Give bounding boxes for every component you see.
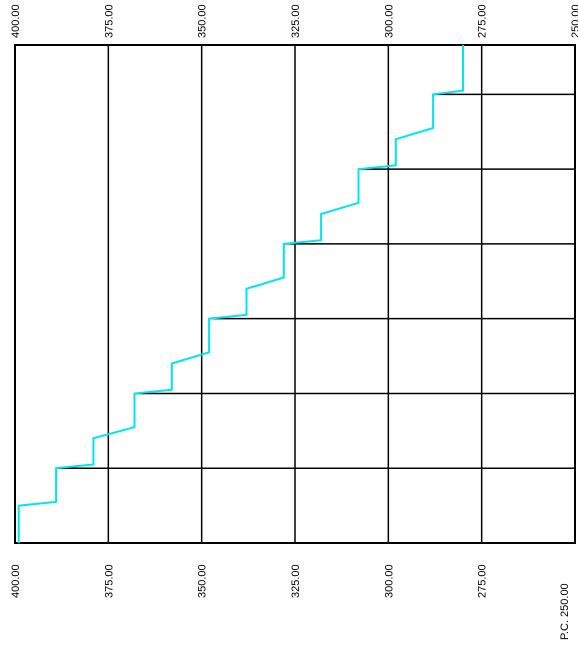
bottom-axis-labels: 400.00 375.00 350.00 325.00 300.00 275.00 P.C.… — [10, 564, 571, 640]
series-layer — [17, 45, 464, 543]
bottom-tick-label: 325.00 — [290, 564, 302, 598]
bottom-tick-label: 350.00 — [197, 564, 209, 598]
bottom-tick-label: 275.00 — [477, 564, 489, 598]
top-tick-label: 325.00 — [290, 4, 302, 38]
bottom-tick-label: 300.00 — [383, 564, 395, 598]
top-tick-label: 350.00 — [197, 4, 209, 38]
top-tick-label: 400.00 — [10, 4, 22, 38]
profile-line — [17, 45, 464, 543]
bottom-tick-label: 375.00 — [103, 564, 115, 598]
pc-label: P.C. 250.00 — [559, 583, 571, 640]
top-tick-label: 250.00 — [570, 4, 578, 38]
grid-layer — [14, 44, 576, 544]
tick-layer — [56, 93, 575, 469]
top-tick-label: 300.00 — [383, 4, 395, 38]
top-tick-label: 275.00 — [477, 4, 489, 38]
bottom-tick-label: 400.00 — [10, 564, 22, 598]
top-axis-labels: 400.00 375.00 350.00 325.00 300.00 275.00 250.… — [10, 4, 578, 38]
top-tick-label: 375.00 — [103, 4, 115, 38]
